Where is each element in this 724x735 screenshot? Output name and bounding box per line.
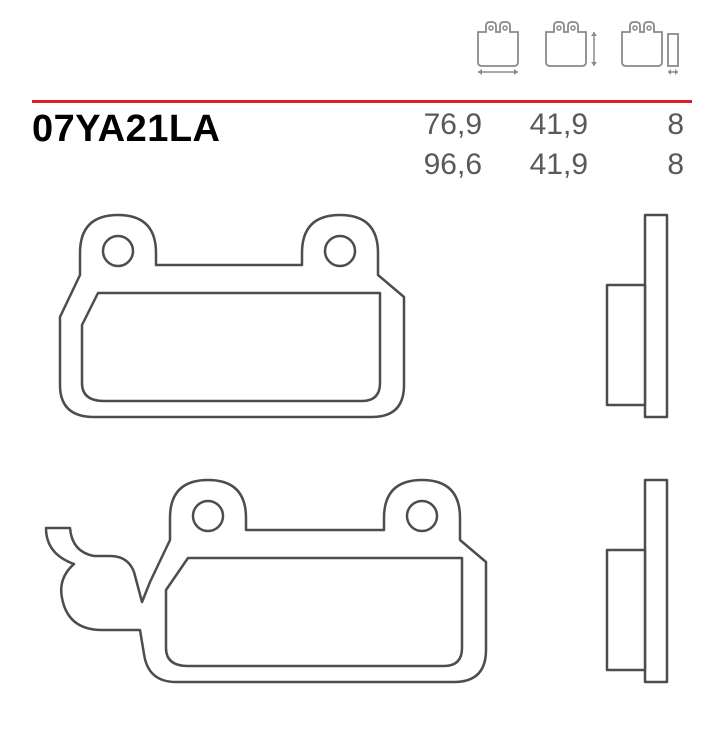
- spec-header-row: 07YA21LA 76,9 41,9 8 96,6 41,9 8: [32, 108, 684, 182]
- dim-thickness: 8: [624, 108, 684, 142]
- part-number: 07YA21LA: [32, 108, 221, 151]
- brake-pad-row-1: [32, 205, 692, 440]
- spec-sheet: 07YA21LA 76,9 41,9 8 96,6 41,9 8: [0, 0, 724, 724]
- dimension-icon-height: [538, 20, 602, 76]
- dimensions-table: 76,9 41,9 8 96,6 41,9 8: [412, 108, 684, 182]
- brake-pad-1-side-view: [587, 205, 682, 440]
- dimension-row: 96,6 41,9 8: [412, 148, 684, 182]
- dimension-icon-width: [470, 20, 526, 76]
- dim-height: 41,9: [518, 148, 588, 182]
- brake-pad-2-side-view: [587, 470, 682, 705]
- header-dimension-icons: [470, 20, 684, 76]
- dim-thickness: 8: [624, 148, 684, 182]
- dimension-row: 76,9 41,9 8: [412, 108, 684, 142]
- dim-width: 96,6: [412, 148, 482, 182]
- brake-pad-row-2: [32, 470, 692, 705]
- dim-height: 41,9: [518, 108, 588, 142]
- brake-pad-2-front-view: [32, 470, 532, 705]
- divider-red-line: [32, 90, 692, 93]
- dimension-icon-thickness: [614, 20, 684, 76]
- technical-drawings: [32, 205, 692, 735]
- brake-pad-1-front-view: [32, 205, 452, 440]
- dim-width: 76,9: [412, 108, 482, 142]
